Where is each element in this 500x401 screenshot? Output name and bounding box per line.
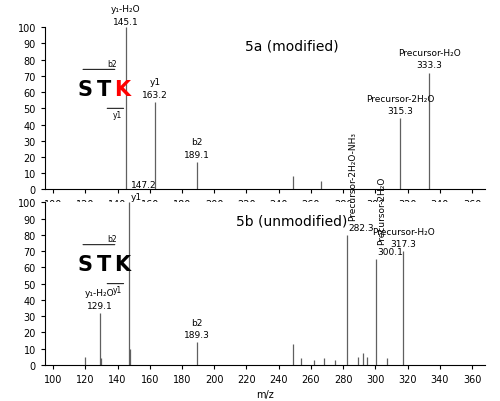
Text: Precursor-H₂O: Precursor-H₂O (372, 227, 434, 236)
Text: 189.1: 189.1 (184, 150, 210, 159)
Text: 145.1: 145.1 (113, 18, 138, 26)
Text: T: T (98, 255, 112, 274)
Text: 5b (unmodified): 5b (unmodified) (236, 214, 347, 228)
Text: 129.1: 129.1 (87, 301, 113, 310)
Text: y₁-H₂O: y₁-H₂O (85, 289, 115, 298)
Text: 317.3: 317.3 (390, 239, 416, 248)
X-axis label: m/z: m/z (256, 389, 274, 399)
Text: 5a (modified): 5a (modified) (244, 39, 338, 53)
Text: 163.2: 163.2 (142, 90, 168, 99)
Text: b2: b2 (192, 318, 202, 327)
Text: b2: b2 (108, 235, 117, 243)
Text: 147.2: 147.2 (130, 180, 156, 189)
Text: T: T (98, 80, 112, 99)
Text: S: S (77, 255, 92, 274)
Text: 300.1: 300.1 (377, 247, 403, 256)
Text: 315.3: 315.3 (387, 107, 413, 115)
Text: y₁-H₂O: y₁-H₂O (111, 5, 140, 14)
Text: y1: y1 (113, 111, 122, 119)
Text: S: S (77, 80, 92, 99)
Text: Precursor-2H₂O: Precursor-2H₂O (366, 94, 434, 103)
Text: b2: b2 (108, 60, 117, 69)
Text: y1: y1 (150, 78, 160, 87)
Text: y1: y1 (113, 286, 122, 295)
Text: Precursor-H₂O: Precursor-H₂O (398, 49, 460, 58)
Text: K: K (114, 80, 130, 99)
Text: y1: y1 (130, 192, 142, 201)
Text: 189.3: 189.3 (184, 330, 210, 339)
Text: 282.3: 282.3 (348, 223, 374, 232)
Text: 333.3: 333.3 (416, 61, 442, 70)
Text: Precursor-2H₂O: Precursor-2H₂O (377, 176, 386, 244)
Text: K: K (114, 255, 130, 274)
Text: b2: b2 (191, 138, 202, 147)
Text: Precursor-2H₂O-NH₃: Precursor-2H₂O-NH₃ (348, 131, 358, 220)
